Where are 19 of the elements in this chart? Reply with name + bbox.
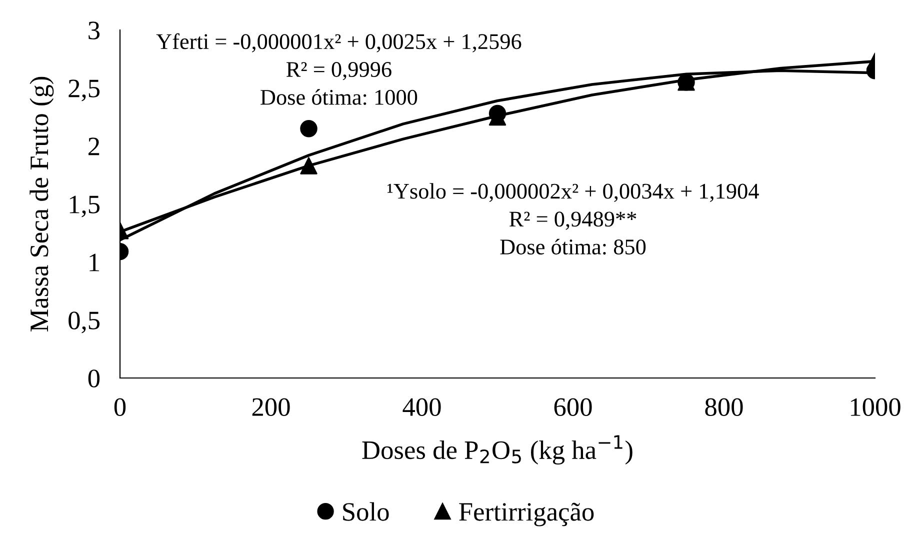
y-tick-label: 2,5 (68, 80, 100, 102)
x-axis-title: Doses de P$_{2}$O$_{5}$ (kg ha$^{−1}$) (362, 435, 632, 465)
x-tick-label: 600 (554, 398, 592, 416)
y-tick-label: 1,5 (70, 196, 100, 218)
annotation: ¹Ysolo = -0,000002x² + 0,0034x + 1,1904 R² = 0,9489** Dose ótima: 850 (387, 183, 759, 255)
y-tick-label: 3 (88, 22, 100, 40)
y-tick-label: 0 (88, 370, 100, 388)
legend-label: Solo (343, 502, 389, 521)
legend-label: Fertirrigação (459, 502, 594, 526)
y-tick-label: 1 (90, 254, 99, 272)
x-tick-label: 0 (114, 398, 126, 416)
annotation: Yferti = -0,000001x² + 0,0025x + 1,2596 R² = 0,9996 Dose ótima: 1000 (156, 33, 522, 105)
x-tick-label: 1000 (850, 398, 900, 416)
x-tick-label: 200 (252, 398, 290, 416)
y-axis-title: Massa Seca de Fruto (g) (30, 76, 54, 332)
x-tick-label: 800 (705, 398, 743, 416)
y-tick-label: 2 (88, 138, 100, 156)
x-tick-label: 400 (402, 398, 441, 416)
y-tick-label: 0,5 (68, 312, 100, 334)
